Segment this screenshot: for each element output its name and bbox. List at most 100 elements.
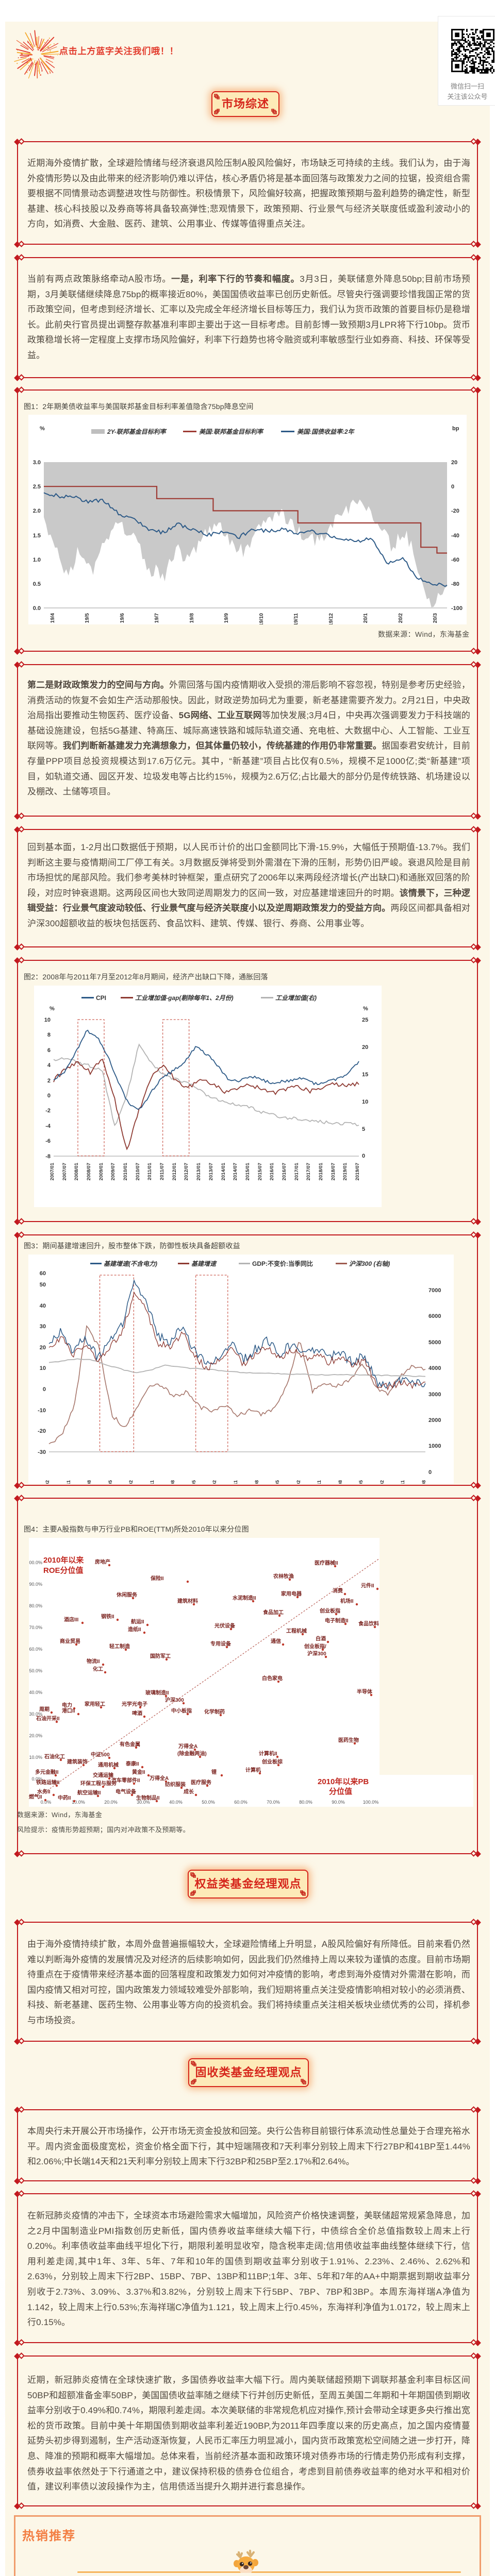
svg-text:20/3: 20/3	[433, 613, 438, 623]
svg-text:计算机: 计算机	[245, 1767, 261, 1773]
svg-text:交通运输: 交通运输	[93, 1772, 114, 1778]
svg-text:30: 30	[40, 1324, 46, 1330]
svg-text:7000: 7000	[428, 1287, 441, 1294]
svg-text:19/5: 19/5	[85, 613, 90, 623]
svg-text:5: 5	[362, 1126, 365, 1132]
svg-text:2016-08: 2016-08	[338, 1480, 343, 1484]
svg-text:2015-02: 2015-02	[296, 1480, 302, 1484]
svg-text:30.0%: 30.0%	[137, 1800, 150, 1805]
svg-text:2016/01: 2016/01	[269, 1162, 275, 1180]
svg-text:万得全A: 万得全A	[149, 1775, 169, 1782]
svg-text:美国:国债收益率:2年: 美国:国债收益率:2年	[297, 428, 355, 435]
svg-text:2012-02: 2012-02	[212, 1480, 218, 1484]
svg-text:生物制品II: 生物制品II	[136, 1794, 160, 1801]
svg-text:-60: -60	[451, 557, 459, 563]
svg-text:80.0%: 80.0%	[299, 1800, 312, 1805]
svg-text:-4: -4	[45, 1123, 51, 1129]
svg-text:2018-11: 2018-11	[400, 1480, 406, 1484]
svg-text:2007-08: 2007-08	[87, 1480, 92, 1484]
svg-text:2013-08: 2013-08	[254, 1480, 260, 1484]
svg-text:光伏设备: 光伏设备	[214, 1622, 236, 1629]
svg-text:玻璃制造II: 玻璃制造II	[145, 1689, 169, 1696]
svg-text:40.0%: 40.0%	[29, 1690, 42, 1695]
svg-text:0: 0	[47, 1093, 51, 1099]
svg-text:10.0%: 10.0%	[29, 1755, 42, 1760]
svg-text:6000: 6000	[428, 1313, 441, 1319]
svg-text:通用机械: 通用机械	[98, 1761, 119, 1768]
svg-text:10: 10	[44, 1017, 51, 1023]
svg-text:医药生物: 医药生物	[338, 1737, 359, 1743]
svg-text:-80: -80	[451, 581, 459, 587]
svg-text:元件II: 元件II	[361, 1582, 374, 1589]
svg-text:0: 0	[43, 1386, 46, 1393]
svg-text:2018-02: 2018-02	[380, 1480, 385, 1484]
svg-text:2011/07: 2011/07	[159, 1163, 165, 1180]
svg-text:2012/07: 2012/07	[184, 1163, 189, 1180]
svg-text:60: 60	[40, 1270, 46, 1277]
svg-text:农林牧渔: 农林牧渔	[273, 1573, 294, 1580]
svg-text:2009/01: 2009/01	[98, 1162, 104, 1180]
svg-text:2017-05: 2017-05	[358, 1480, 364, 1484]
svg-text:物流II: 物流II	[87, 1658, 100, 1665]
svg-text:家用电器: 家用电器	[281, 1590, 302, 1597]
svg-text:水务II: 水务II	[37, 1788, 51, 1795]
svg-text:19/11: 19/11	[293, 613, 299, 624]
svg-text:通信: 通信	[271, 1638, 281, 1645]
svg-text:家用轻工: 家用轻工	[85, 1701, 105, 1707]
svg-text:19/6: 19/6	[120, 613, 125, 623]
svg-text:0.5: 0.5	[33, 581, 41, 587]
svg-text:工程机械: 工程机械	[286, 1628, 307, 1634]
svg-text:90.0%: 90.0%	[29, 1582, 42, 1587]
svg-text:100.0%: 100.0%	[29, 1560, 42, 1565]
svg-text:2008-05: 2008-05	[108, 1480, 113, 1484]
svg-text:CPI: CPI	[96, 994, 106, 1002]
svg-text:1.0: 1.0	[33, 557, 41, 563]
svg-text:化学制药: 化学制药	[204, 1708, 225, 1715]
svg-text:分位值: 分位值	[329, 1787, 352, 1796]
svg-text:2007/07: 2007/07	[62, 1163, 68, 1180]
svg-text:2015-11: 2015-11	[317, 1480, 322, 1484]
svg-text:2013/07: 2013/07	[208, 1163, 214, 1180]
svg-text:中药II: 中药II	[58, 1794, 71, 1801]
svg-text:2010/07: 2010/07	[135, 1163, 141, 1180]
svg-text:50.0%: 50.0%	[29, 1668, 42, 1673]
svg-text:2016/07: 2016/07	[282, 1163, 287, 1180]
svg-text:0: 0	[362, 1153, 365, 1159]
svg-text:有色金属: 有色金属	[120, 1741, 140, 1748]
svg-text:2010/01: 2010/01	[123, 1162, 128, 1180]
svg-text:1.5: 1.5	[33, 533, 41, 539]
svg-text:锂: 锂	[211, 1769, 217, 1775]
svg-text:半导体: 半导体	[357, 1688, 373, 1695]
svg-text:保险II: 保险II	[150, 1575, 164, 1582]
svg-text:周期: 周期	[39, 1706, 50, 1713]
svg-text:0.0: 0.0	[33, 605, 41, 612]
svg-text:中证500: 中证500	[91, 1751, 110, 1758]
svg-text:2019/07: 2019/07	[355, 1163, 360, 1180]
svg-text:-8: -8	[45, 1154, 51, 1160]
svg-text:黄金II: 黄金II	[132, 1769, 145, 1775]
svg-text:8: 8	[47, 1032, 51, 1038]
svg-text:沪深300: 沪深300	[165, 1697, 184, 1703]
svg-text:60.0%: 60.0%	[234, 1800, 248, 1805]
svg-text:啤酒: 啤酒	[132, 1710, 142, 1717]
svg-text:100.0%: 100.0%	[363, 1800, 379, 1805]
svg-text:-30: -30	[38, 1449, 46, 1455]
svg-text:沪深300 (右轴): 沪深300 (右轴)	[349, 1260, 390, 1267]
svg-text:燃气II: 燃气II	[29, 1793, 42, 1800]
svg-text:5000: 5000	[428, 1340, 441, 1346]
svg-text:创业板指: 创业板指	[319, 1607, 340, 1614]
svg-text:基建增速: 基建增速	[191, 1260, 217, 1267]
svg-text:-100: -100	[451, 605, 463, 612]
svg-text:2010年以来: 2010年以来	[43, 1555, 84, 1565]
svg-text:70.0%: 70.0%	[267, 1800, 280, 1805]
svg-text:50: 50	[40, 1282, 46, 1288]
svg-text:泰康II: 泰康II	[125, 1760, 139, 1767]
svg-text:创业板综: 创业板综	[261, 1758, 283, 1765]
svg-text:基建增速(不含电力): 基建增速(不含电力)	[104, 1260, 157, 1267]
svg-text:造纸II: 造纸II	[128, 1626, 141, 1633]
svg-text:2009/07: 2009/07	[110, 1163, 116, 1180]
svg-text:消费: 消费	[333, 1587, 343, 1594]
svg-text:0.0%: 0.0%	[41, 1800, 52, 1805]
svg-text:环保工程与服务: 环保工程与服务	[80, 1780, 117, 1787]
svg-text:0.0%: 0.0%	[31, 1776, 42, 1782]
